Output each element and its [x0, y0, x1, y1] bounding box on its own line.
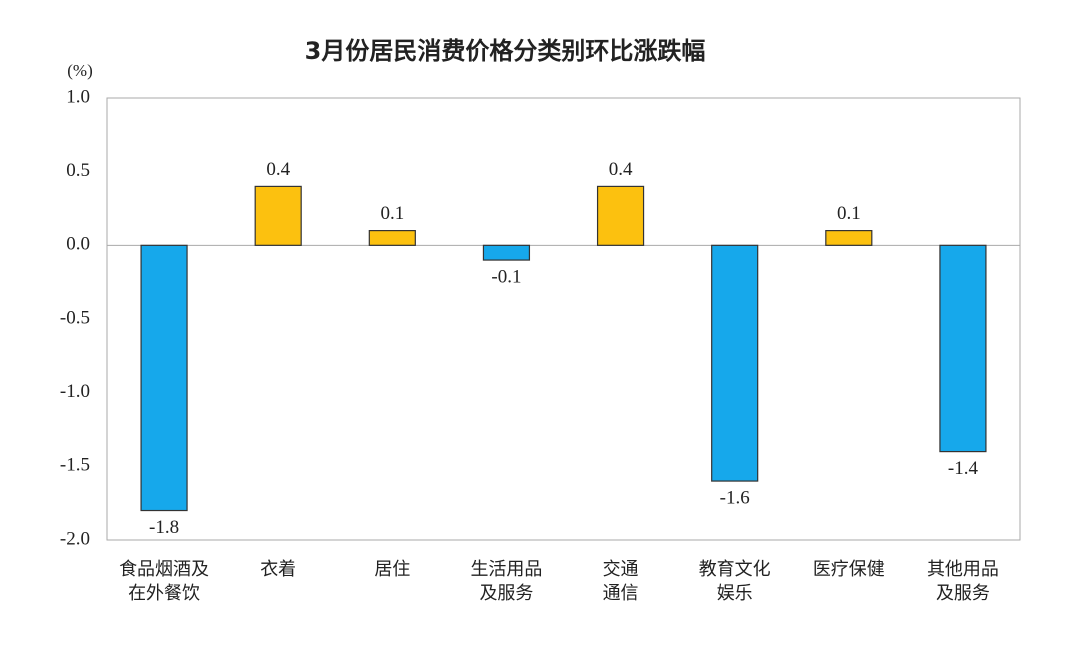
bar — [368, 230, 416, 246]
value-label: -0.1 — [491, 266, 521, 287]
y-tick-label: 1.0 — [66, 86, 90, 107]
bar — [711, 244, 759, 482]
chart-title: 3月份居民消费价格分类别环比涨跌幅 — [305, 37, 706, 65]
y-tick-label: -2.0 — [60, 528, 90, 549]
value-label: -1.6 — [720, 487, 750, 508]
x-tick-label: 居住 — [374, 559, 410, 580]
bar — [596, 185, 645, 246]
x-tick-label: 教育文化娱乐 — [699, 559, 771, 604]
bar — [482, 244, 531, 261]
y-tick-label: -0.5 — [60, 307, 90, 328]
bar — [254, 185, 302, 246]
value-label: 0.1 — [380, 203, 404, 224]
bar — [825, 230, 873, 246]
y-tick-label: -1.0 — [60, 381, 90, 402]
value-label: -1.4 — [948, 458, 979, 479]
y-unit: (%) — [67, 61, 92, 80]
value-label: 0.1 — [837, 203, 861, 224]
value-label: -1.8 — [149, 517, 179, 538]
bar — [140, 244, 188, 512]
x-tick-label: 其他用品及服务 — [927, 559, 999, 604]
x-tick-label: 医疗保健 — [813, 559, 885, 580]
x-tick-label: 衣着 — [260, 559, 296, 580]
x-tick-label: 交通通信 — [603, 559, 639, 604]
y-tick-label: 0.0 — [66, 234, 90, 255]
y-tick-label: 0.5 — [66, 160, 90, 181]
x-tick-label: 生活用品及服务 — [470, 559, 542, 604]
value-label: 0.4 — [609, 159, 633, 180]
x-tick-label: 食品烟酒及在外餐饮 — [119, 559, 209, 604]
value-label: 0.4 — [266, 159, 290, 180]
y-tick-label: -1.5 — [60, 455, 90, 476]
plot-frame — [106, 97, 1021, 541]
bar — [939, 244, 987, 453]
